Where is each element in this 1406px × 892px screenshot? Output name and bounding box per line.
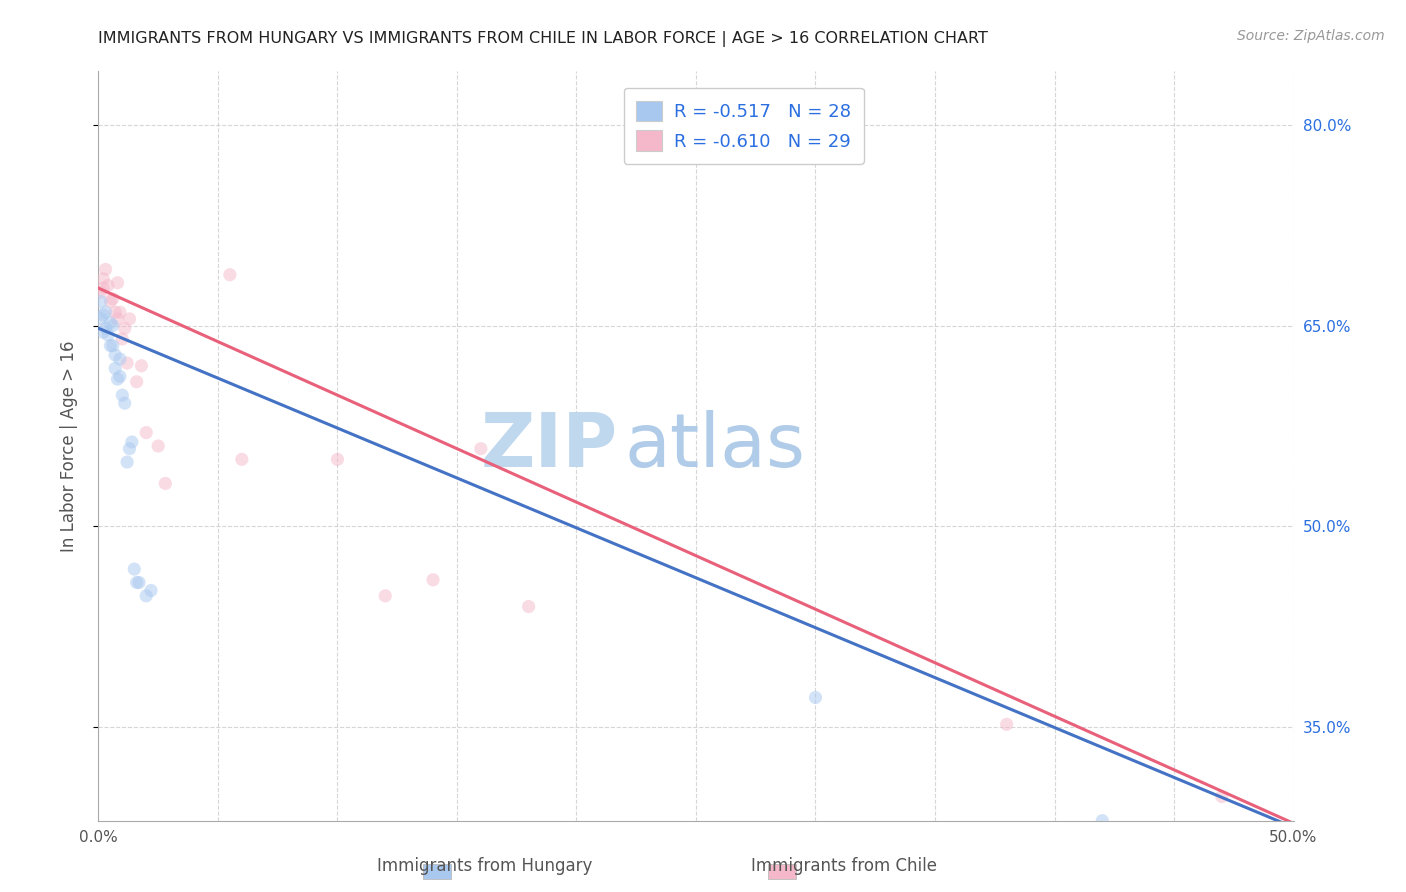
Text: atlas: atlas <box>624 409 806 483</box>
Point <box>90 285 112 300</box>
Point <box>111 332 134 346</box>
Text: Source: ZipAtlas.com: Source: ZipAtlas.com <box>1237 29 1385 43</box>
Point <box>98 316 122 330</box>
Point <box>114 321 136 335</box>
Text: Immigrants from Chile: Immigrants from Chile <box>751 857 936 875</box>
Point <box>115 455 138 469</box>
Point <box>107 372 129 386</box>
Point <box>108 352 131 367</box>
Point <box>94 305 117 319</box>
Point <box>148 439 170 453</box>
Point <box>131 359 153 373</box>
Point <box>107 312 129 326</box>
Bar <box>423 863 451 880</box>
Point <box>108 369 131 384</box>
Point <box>91 308 114 322</box>
Point <box>374 589 396 603</box>
Point <box>94 321 117 335</box>
Point <box>115 356 138 370</box>
Point <box>104 361 127 376</box>
Point <box>98 294 122 309</box>
Point <box>135 425 157 440</box>
Point <box>104 348 127 362</box>
Point <box>219 268 242 282</box>
Point <box>326 452 349 467</box>
Point <box>470 442 492 456</box>
Point <box>97 278 120 293</box>
Point <box>107 276 129 290</box>
Point <box>90 312 112 326</box>
Point <box>121 435 143 450</box>
Point <box>995 717 1018 731</box>
Text: ZIP: ZIP <box>481 409 619 483</box>
Legend: R = -0.517   N = 28, R = -0.610   N = 29: R = -0.517 N = 28, R = -0.610 N = 29 <box>624 88 863 164</box>
Point <box>124 562 146 576</box>
Point <box>114 396 136 410</box>
Point <box>101 292 124 306</box>
Point <box>1091 814 1114 828</box>
Point <box>155 476 177 491</box>
Point <box>97 328 120 343</box>
Point <box>91 281 114 295</box>
Point <box>98 339 122 353</box>
Text: Immigrants from Hungary: Immigrants from Hungary <box>377 857 593 875</box>
Point <box>422 573 444 587</box>
Y-axis label: In Labor Force | Age > 16: In Labor Force | Age > 16 <box>59 340 77 552</box>
Point <box>104 305 127 319</box>
Point <box>94 262 117 277</box>
Point <box>108 305 131 319</box>
Point <box>101 339 124 353</box>
Point <box>804 690 827 705</box>
Point <box>135 589 157 603</box>
Point <box>125 375 148 389</box>
Point <box>91 326 114 340</box>
Point <box>90 294 112 309</box>
Point <box>118 442 141 456</box>
Point <box>231 452 253 467</box>
Bar <box>768 863 796 880</box>
Point <box>125 575 148 590</box>
Point <box>139 583 162 598</box>
Point <box>1211 789 1233 804</box>
Point <box>517 599 540 614</box>
Point <box>111 388 134 402</box>
Point <box>128 575 150 590</box>
Text: IMMIGRANTS FROM HUNGARY VS IMMIGRANTS FROM CHILE IN LABOR FORCE | AGE > 16 CORRE: IMMIGRANTS FROM HUNGARY VS IMMIGRANTS FR… <box>98 31 988 47</box>
Point <box>118 312 141 326</box>
Point <box>101 318 124 333</box>
Point <box>91 271 114 285</box>
